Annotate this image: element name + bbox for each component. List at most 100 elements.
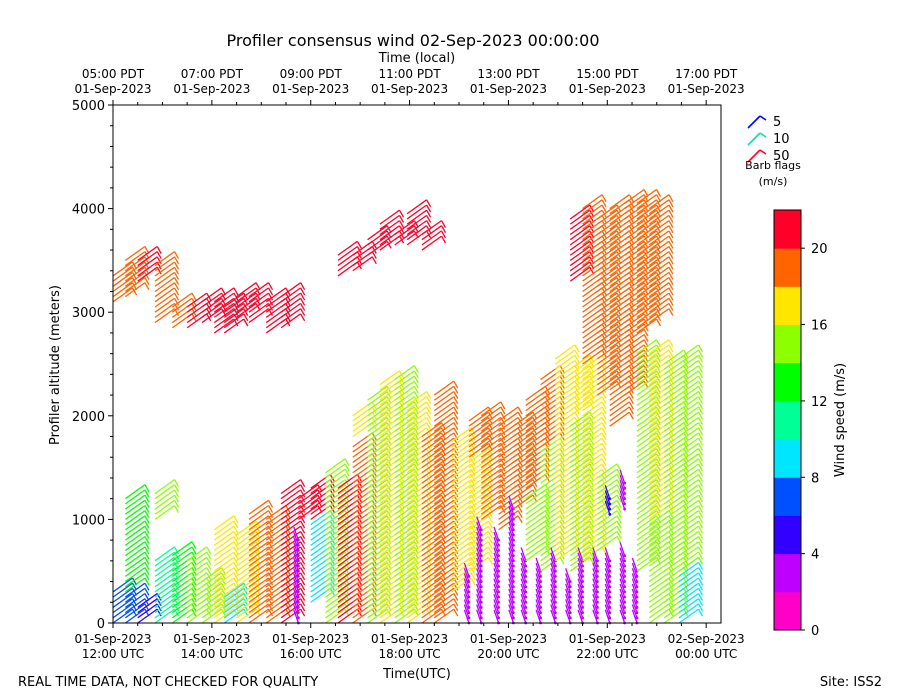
barb-shaft [124, 603, 146, 619]
barb-calm-dot [497, 606, 500, 609]
barb-calm-dot [497, 569, 500, 573]
barb-shaft [154, 308, 175, 324]
barb-feather [371, 251, 377, 259]
barb-calm-dot [554, 580, 557, 583]
barb-shaft [248, 546, 269, 562]
barb-feather [233, 287, 239, 296]
wind-barb [280, 282, 306, 298]
barb-feather [173, 292, 180, 301]
barb-calm-dot [296, 559, 300, 563]
barb-shaft [367, 530, 388, 546]
barb-calm-dot [524, 595, 528, 599]
barb-calm-dot [623, 502, 627, 506]
barb-shaft [124, 556, 146, 572]
barb-shaft [154, 567, 175, 583]
barb-shaft [213, 603, 235, 619]
barb-calm-dot [623, 600, 627, 604]
barb-shaft [293, 557, 299, 572]
barb-shaft [154, 592, 175, 608]
barb-shaft [154, 546, 175, 562]
wind-barb [325, 468, 350, 484]
barb-calm-dot [596, 606, 599, 609]
barb-calm-dot [467, 585, 471, 589]
barb-feather [300, 303, 306, 311]
wind-barb [325, 458, 350, 474]
barb-feather [398, 209, 405, 218]
wind-barb [213, 520, 239, 536]
barb-shaft [223, 318, 245, 334]
wind-barb [248, 504, 274, 520]
barb-shaft [297, 499, 319, 515]
barb-shaft [112, 608, 133, 624]
barb-calm-dot [554, 564, 557, 568]
wind-barb [213, 541, 239, 557]
barb-feather [233, 292, 239, 301]
barb-shaft [154, 479, 175, 495]
barb-calm-dot [479, 574, 483, 578]
chart-title: Profiler consensus wind 02-Sep-2023 00:0… [227, 31, 600, 50]
barb-feather [144, 567, 150, 575]
wind-barb [280, 530, 306, 546]
barb-calm-dot [524, 569, 528, 573]
barb-shaft [124, 541, 146, 557]
wind-barb [213, 535, 239, 552]
barb-calm-dot [497, 595, 500, 599]
barb-feather [144, 556, 150, 565]
barb-feather [344, 468, 350, 477]
barb-feather [233, 562, 239, 570]
barb-calm-dot [511, 606, 515, 609]
barb-shaft [367, 442, 388, 458]
wind-barb [124, 546, 150, 562]
wind-barb [394, 370, 419, 386]
barb-shaft [213, 561, 235, 577]
barb-shaft [124, 608, 146, 624]
barb-shaft [394, 411, 415, 427]
barb-shaft [248, 541, 269, 557]
barb-calm-dot [635, 590, 639, 594]
y-tick-label: 1000 [72, 513, 105, 528]
barb-feather [206, 556, 212, 565]
barb-calm-dot [524, 600, 528, 604]
barb-shaft [394, 484, 415, 500]
barb-feather [300, 484, 306, 493]
wind-barb [154, 494, 180, 510]
barb-calm-dot [554, 574, 557, 578]
barb-shaft [367, 556, 388, 572]
barb-calm-dot [296, 564, 300, 568]
barb-shaft [248, 556, 269, 572]
barb-shaft [394, 603, 415, 619]
barb-shaft [124, 271, 146, 287]
barb-shaft [325, 489, 346, 505]
wind-barb [213, 287, 239, 303]
barb-shaft [248, 603, 269, 619]
barb-feather [144, 520, 150, 529]
barb-shaft [248, 587, 269, 603]
barb-shaft [201, 308, 222, 324]
barb-shaft [236, 292, 257, 308]
barb-calm-dot [479, 549, 483, 552]
barb-shaft [280, 489, 301, 505]
barb-shaft [154, 287, 175, 303]
barb-shaft [248, 567, 269, 583]
barb-shaft [280, 297, 301, 313]
wind-barb [213, 582, 239, 598]
barb-shaft [124, 282, 146, 298]
barb-shaft [394, 370, 415, 386]
barb-shaft [394, 390, 415, 406]
wind-barb [213, 561, 239, 577]
barb-calm-dot [608, 502, 612, 506]
barb-feather [144, 562, 150, 570]
barb-shaft [325, 572, 346, 588]
barb-feather [144, 277, 150, 285]
barb-shaft [367, 603, 388, 619]
barb-shaft [248, 572, 269, 588]
barb-shaft [293, 562, 299, 577]
barb-feather [206, 546, 212, 555]
barb-shaft [154, 499, 175, 515]
barb-shaft [280, 287, 301, 303]
barb-shaft [236, 598, 257, 614]
barb-calm-dot [479, 569, 483, 573]
wind-barb [337, 240, 362, 256]
barb-shaft [236, 556, 257, 572]
barb-shaft [236, 587, 257, 603]
